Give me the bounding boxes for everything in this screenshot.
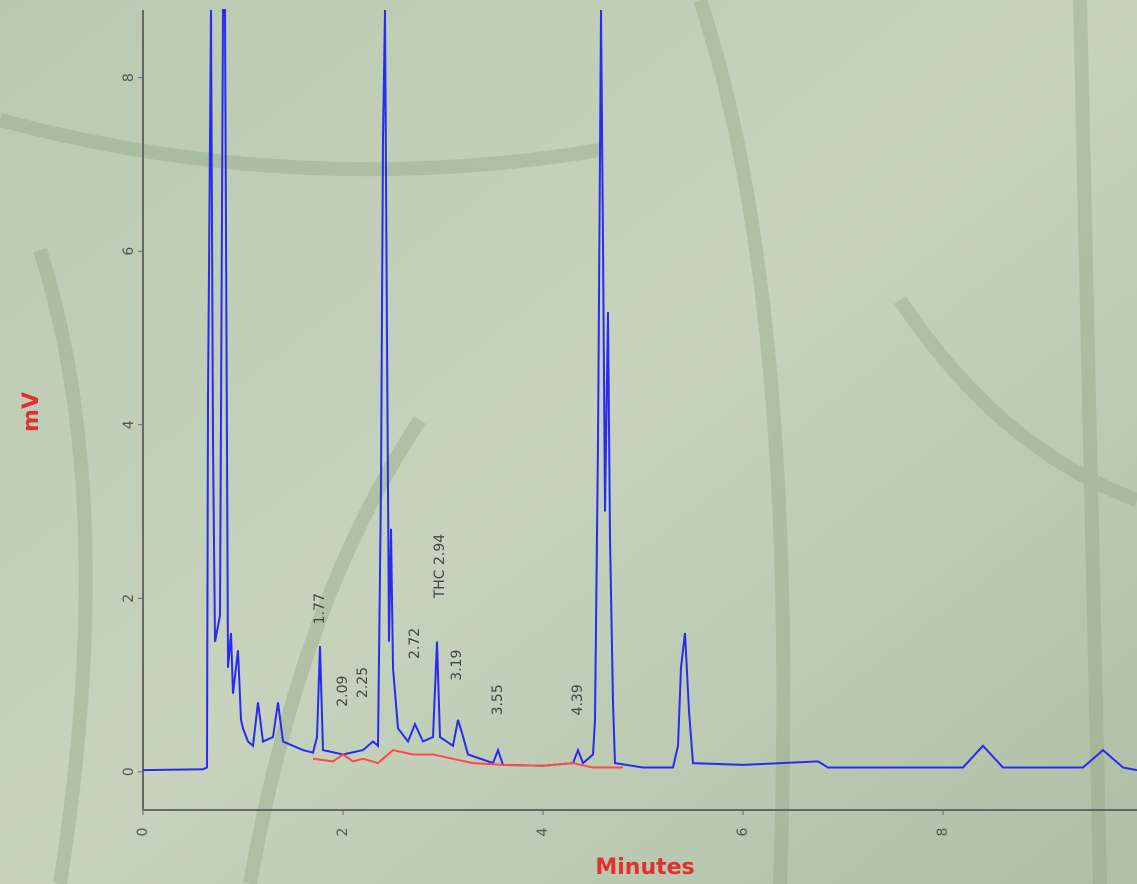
y-tick-label: 4 [121, 420, 137, 429]
peak-label: THC 2.94 [432, 534, 448, 600]
y-tick-label: 8 [121, 73, 137, 82]
peak-label: 2.09 [335, 676, 351, 707]
y-tick-label: 2 [121, 594, 137, 603]
x-tick-label: 0 [135, 828, 151, 837]
y-tick-label: 6 [121, 247, 137, 256]
peak-label: 1.77 [312, 593, 328, 624]
x-tick-label: 4 [535, 827, 551, 836]
y-tick-label: 0 [121, 767, 137, 776]
x-tick-label: 8 [935, 828, 951, 837]
x-tick-label: 2 [335, 828, 351, 837]
peak-label: 2.72 [407, 628, 423, 659]
x-tick-label: 6 [735, 827, 751, 836]
peak-label: 3.19 [449, 650, 465, 681]
page: {"chart_data": {"type": "line", "x_label… [0, 0, 1137, 884]
peak-label: 2.25 [355, 667, 371, 698]
peak-label: 3.55 [490, 684, 506, 715]
peak-label: 4.39 [570, 684, 586, 715]
y-axis-label: mV [19, 392, 44, 432]
chart: Minutes mV 0 2 4 6 8 0 2 4 6 8 1.77 2.092.25 2.72 THC… [0, 0, 1137, 884]
x-axis-label: Minutes [595, 855, 694, 880]
background [0, 0, 1137, 884]
